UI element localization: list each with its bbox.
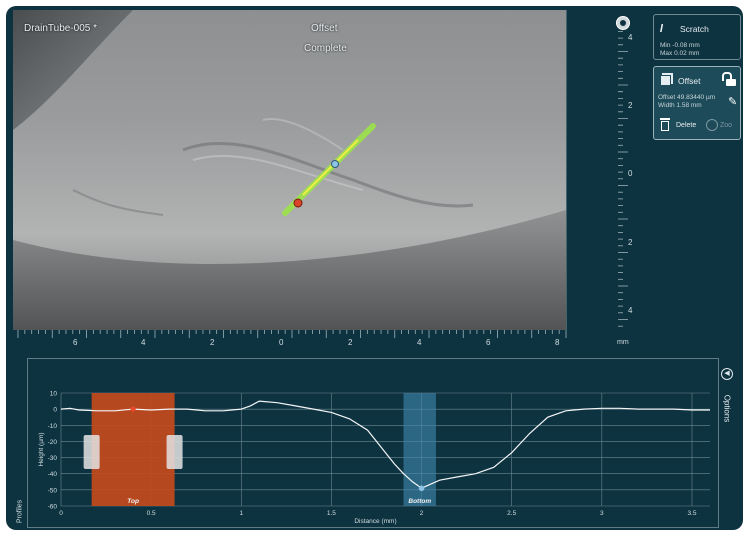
y-tick-label: 0 [53,407,57,414]
vertical-ruler: 4 2 0 2 4 [565,10,638,330]
vruler-label: 4 [628,33,633,42]
x-tick-label: 0.5 [147,510,156,517]
top-band-right-handle[interactable] [166,434,183,469]
vruler-label: 0 [628,169,633,178]
y-tick-label: -50 [48,487,58,494]
settings-icon[interactable] [616,16,630,30]
hruler-label: 6 [73,338,78,347]
top-marker[interactable] [130,406,136,412]
offset-measure-line[interactable] [282,123,376,216]
file-title: DrainTube-005 * [24,23,98,34]
edit-icon[interactable]: ✎ [728,96,738,108]
bottom-marker[interactable] [418,485,425,492]
chevron-left-icon: ◀ [721,368,733,380]
hruler-label: 4 [417,338,422,347]
profiles-tab[interactable]: Profiles [13,358,28,526]
app-frame: DrainTube-005 * Offset Complete 4 2 0 2 4 6 4… [6,6,743,530]
y-axis-label: Height (µm) [38,432,45,466]
vruler-label: 2 [628,238,633,247]
hruler-unit: mm [617,339,629,346]
delete-icon[interactable] [660,118,670,131]
vruler-label: 4 [628,306,633,315]
delete-button[interactable]: Delete [676,122,697,129]
offset-card[interactable]: Offset Offset 49.83440 µm Width 1.58 mm … [653,66,741,140]
hruler-label: 6 [486,338,491,347]
surface-image[interactable] [13,10,566,330]
y-tick-label: -40 [48,471,58,478]
x-tick-label: 2.5 [507,510,516,517]
hruler-label: 8 [555,338,560,347]
width-value: Width 1.58 mm [658,102,702,109]
options-toggle[interactable]: ◀ Options [719,368,735,448]
scratch-min: Min -0.08 mm [660,42,700,49]
profiles-tab-label: Profiles [16,499,24,524]
y-tick-label: -60 [48,504,58,511]
hruler-label: 2 [210,338,215,347]
x-tick-label: 3 [600,510,604,517]
profile-line [60,400,710,489]
offset-label: Offset [678,76,701,86]
vruler-label: 2 [628,101,633,110]
x-tick-label: 1.5 [327,510,336,517]
top-band-label: Top [127,498,139,505]
image-viewport[interactable]: DrainTube-005 * Offset Complete [13,10,566,330]
y-tick-label: -20 [48,439,58,446]
x-axis-label: Distance (mm) [354,518,396,525]
x-tick-label: 3.5 [687,510,696,517]
x-tick-label: 1 [239,510,243,517]
profile-chart[interactable]: 10 0 -10 -20 -30 -40 -50 -60 0 0.5 1 1.5 2 2.5 3 3.5 Dis… [27,358,719,528]
offset-icon [660,75,671,86]
scratch-max: Max 0.02 mm [660,50,700,57]
x-tick-label: 2 [420,510,424,517]
top-band-left-handle[interactable] [83,434,100,469]
options-label: Options [722,394,732,423]
y-tick-label: -30 [48,455,58,462]
bottom-band-label: Bottom [408,498,431,505]
hruler-label: 0 [279,338,284,347]
offset-value: Offset 49.83440 µm [658,94,716,101]
scratch-label: Scratch [680,24,709,34]
horizontal-ruler: 6 4 2 0 2 4 6 8 mm [13,330,638,348]
measurement-title: Offset [311,23,338,34]
unlock-icon[interactable] [722,72,736,86]
hruler-label: 2 [348,338,353,347]
bottom-point-handle[interactable] [331,160,339,168]
zoom-icon[interactable] [706,119,718,131]
top-band[interactable] [91,393,175,506]
profile-panel: Profiles 10 0 -10 -20 -30 -40 -50 -60 0 0.5 1 1.5 2 2… [13,358,736,528]
measurement-status: Complete [304,43,347,54]
y-tick-label: 10 [50,391,58,398]
zoom-button[interactable]: Zoo [720,122,733,129]
top-point-handle[interactable] [293,198,303,208]
y-tick-label: -10 [48,423,58,430]
hruler-label: 4 [141,338,146,347]
x-tick-label: 0 [59,510,63,517]
scratch-card[interactable]: /// Scratch Min -0.08 mm Max 0.02 mm [653,14,741,60]
